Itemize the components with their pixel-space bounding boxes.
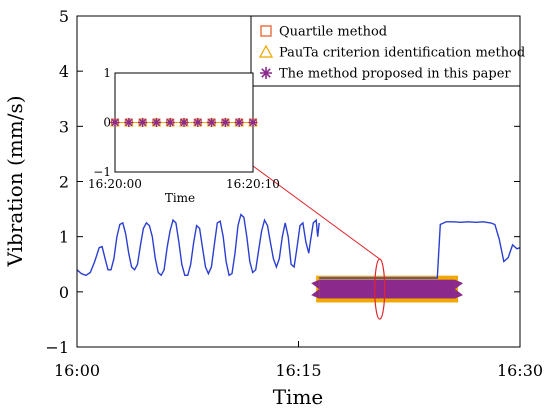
inset-y-tick-label: −1 (93, 165, 111, 179)
y-tick-label: 2 (59, 173, 69, 192)
legend-label: Quartile method (279, 25, 387, 40)
y-tick-label: 1 (59, 228, 69, 247)
inset-x-axis-title: Time (165, 191, 195, 205)
legend-marker-square (260, 25, 272, 37)
legend-marker-triangle (258, 44, 274, 58)
y-tick-label: 5 (59, 7, 69, 26)
inset-point-asterisk (220, 118, 230, 127)
x-axis-title: Time (273, 385, 324, 409)
highlight-band-left-edge (311, 279, 320, 299)
inset-point-asterisk (193, 118, 203, 127)
inset-y-tick-label: 0 (103, 116, 111, 130)
inset-point-asterisk (138, 118, 148, 127)
x-tick-label: 16:30 (497, 361, 543, 380)
inset-chart: −1 0 1 16:20:00 16:20:10 Time (88, 66, 280, 205)
x-tick-label: 16:15 (275, 361, 321, 380)
highlight-band-right-edge (455, 279, 464, 299)
inset-point-asterisk (165, 118, 175, 127)
y-tick-label: 3 (59, 117, 69, 136)
y-tick-label: 4 (59, 62, 69, 81)
y-tick-label: 0 (59, 283, 69, 302)
inset-point-asterisk (110, 118, 120, 127)
inset-x-tick-label-start: 16:20:00 (88, 177, 142, 191)
x-tick-label: 16:00 (54, 361, 100, 380)
legend-label: PauTa criterion identification method (279, 46, 525, 61)
legend-box (250, 15, 521, 87)
y-axis-ticks: −1 0 1 2 3 4 5 (45, 7, 520, 357)
inset-point-asterisk (234, 118, 244, 127)
legend-label: The method proposed in this paper (279, 67, 511, 82)
inset-x-tick-label-end: 16:20:10 (226, 177, 280, 191)
x-axis-ticks: 16:00 16:15 16:30 (54, 16, 543, 380)
main-plot-marks (76, 165, 521, 320)
inset-y-tick-label: 1 (103, 66, 111, 80)
inset-point-asterisk (248, 118, 258, 127)
highlight-band (319, 279, 456, 299)
series-line-1 (319, 221, 521, 279)
inset-point-asterisk (207, 118, 217, 127)
legend-marker-asterisk (260, 67, 272, 79)
series-line-0 (76, 213, 320, 277)
zoom-connector-line (252, 165, 381, 260)
y-tick-label: −1 (45, 338, 69, 357)
inset-point-asterisk (124, 118, 134, 127)
inset-point-asterisk (151, 118, 161, 127)
inset-point-asterisk (179, 118, 189, 127)
y-axis-title: Vibration (mm/s) (3, 95, 27, 267)
legend: Quartile method PauTa criterion identific… (250, 15, 525, 87)
